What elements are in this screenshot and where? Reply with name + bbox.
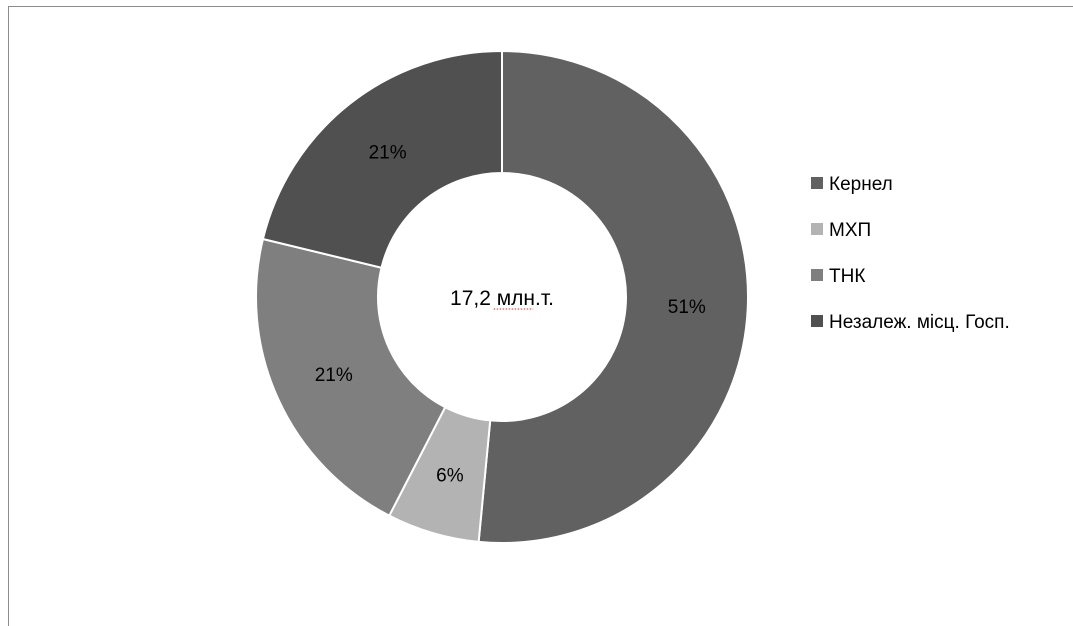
legend-label-4: Незалеж. місц. Госп. — [829, 312, 1010, 333]
legend-swatch-4 — [811, 315, 823, 327]
legend-swatch-2 — [811, 223, 823, 235]
legend-label-1: Кернел — [829, 174, 893, 195]
slice-3 — [255, 237, 447, 518]
slice-labels: 51% 6% 21% 21% — [315, 143, 706, 487]
chart-frame — [8, 6, 1073, 626]
legend-swatch-3 — [811, 269, 823, 281]
legend-label-2: МХП — [829, 220, 871, 241]
slice-1 — [477, 49, 749, 544]
slice-label-3: 21% — [315, 365, 353, 386]
legend: Кернел МХП ТНК Незалеж. місц. Госп. — [811, 174, 1010, 333]
slice-label-2: 6% — [436, 466, 464, 487]
slice-4 — [261, 49, 503, 269]
slice-label-1: 51% — [668, 297, 706, 318]
donut-slices — [255, 49, 749, 544]
center-total-label: 17,2 млн.т. — [450, 287, 554, 310]
legend-label-3: ТНК — [829, 266, 865, 287]
slice-label-4: 21% — [369, 143, 407, 164]
legend-swatch-1 — [811, 177, 823, 189]
